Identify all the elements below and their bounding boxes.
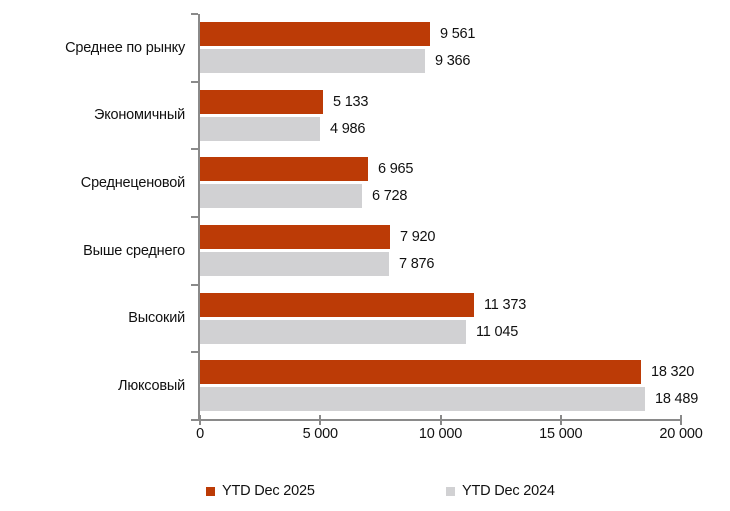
category-label: Выше среднего xyxy=(83,242,185,259)
x-axis-tick-label: 10 000 xyxy=(418,426,463,442)
x-axis-tick-label: 5 000 xyxy=(302,426,338,442)
y-axis-tick xyxy=(191,283,198,286)
bar-ytd-2024 xyxy=(200,319,466,344)
bar-ytd-2024 xyxy=(200,184,362,209)
bar-ytd-2024 xyxy=(200,252,389,276)
bar-ytd-2025 xyxy=(200,360,641,385)
category-label: Среднее по рынку xyxy=(65,39,185,56)
y-axis-tick xyxy=(191,148,198,151)
bar-ytd-2025 xyxy=(200,157,368,182)
value-label: 18 320 xyxy=(651,364,695,381)
value-label: 6 728 xyxy=(372,188,408,205)
x-axis-tick-label: 15 000 xyxy=(539,426,583,442)
bar-ytd-2025 xyxy=(200,22,430,46)
x-axis-tick-label: 0 xyxy=(196,426,204,442)
category-label: Люксовый xyxy=(118,378,185,395)
bar-ytd-2024 xyxy=(200,116,320,141)
x-axis-tick xyxy=(199,415,201,425)
value-label: 9 561 xyxy=(440,26,476,42)
y-axis-line xyxy=(198,14,200,421)
y-axis-tick xyxy=(191,80,198,83)
category-label: Экономичный xyxy=(93,107,185,124)
value-label: 4 986 xyxy=(330,120,366,137)
x-axis-tick xyxy=(680,415,682,425)
bar-ytd-2025 xyxy=(200,292,474,317)
category-label: Высокий xyxy=(128,310,185,327)
y-axis-tick xyxy=(191,13,198,15)
bar-ytd-2025 xyxy=(200,225,390,249)
bar-ytd-2024 xyxy=(200,387,645,412)
legend-item-ytd-dec-2024: YTD Dec 2024 xyxy=(446,482,555,500)
value-label: 11 045 xyxy=(476,323,519,340)
legend-swatch-2025-icon xyxy=(206,486,215,496)
legend-swatch-2024-icon xyxy=(446,486,455,496)
bar-ytd-2025 xyxy=(200,89,323,114)
value-label: 9 366 xyxy=(435,53,471,69)
bar-ytd-2024 xyxy=(200,49,425,73)
legend-label-2024: YTD Dec 2024 xyxy=(462,483,555,499)
value-label: 11 373 xyxy=(484,296,527,313)
category-label: Среднеценовой xyxy=(80,175,185,192)
y-axis-tick xyxy=(191,216,198,218)
x-axis-tick xyxy=(559,415,562,425)
y-axis-tick xyxy=(191,351,198,354)
legend-item-ytd-dec-2025: YTD Dec 2025 xyxy=(206,482,315,500)
legend-label-2025: YTD Dec 2025 xyxy=(222,483,315,499)
value-label: 18 489 xyxy=(655,391,699,408)
x-axis-tick-label: 20 000 xyxy=(659,426,703,442)
x-axis-tick xyxy=(319,415,322,425)
y-axis-tick xyxy=(191,419,198,421)
value-label: 5 133 xyxy=(333,93,369,110)
value-label: 7 920 xyxy=(400,229,436,245)
value-label: 7 876 xyxy=(399,256,435,272)
x-axis-tick xyxy=(439,415,442,425)
value-label: 6 965 xyxy=(378,161,414,178)
